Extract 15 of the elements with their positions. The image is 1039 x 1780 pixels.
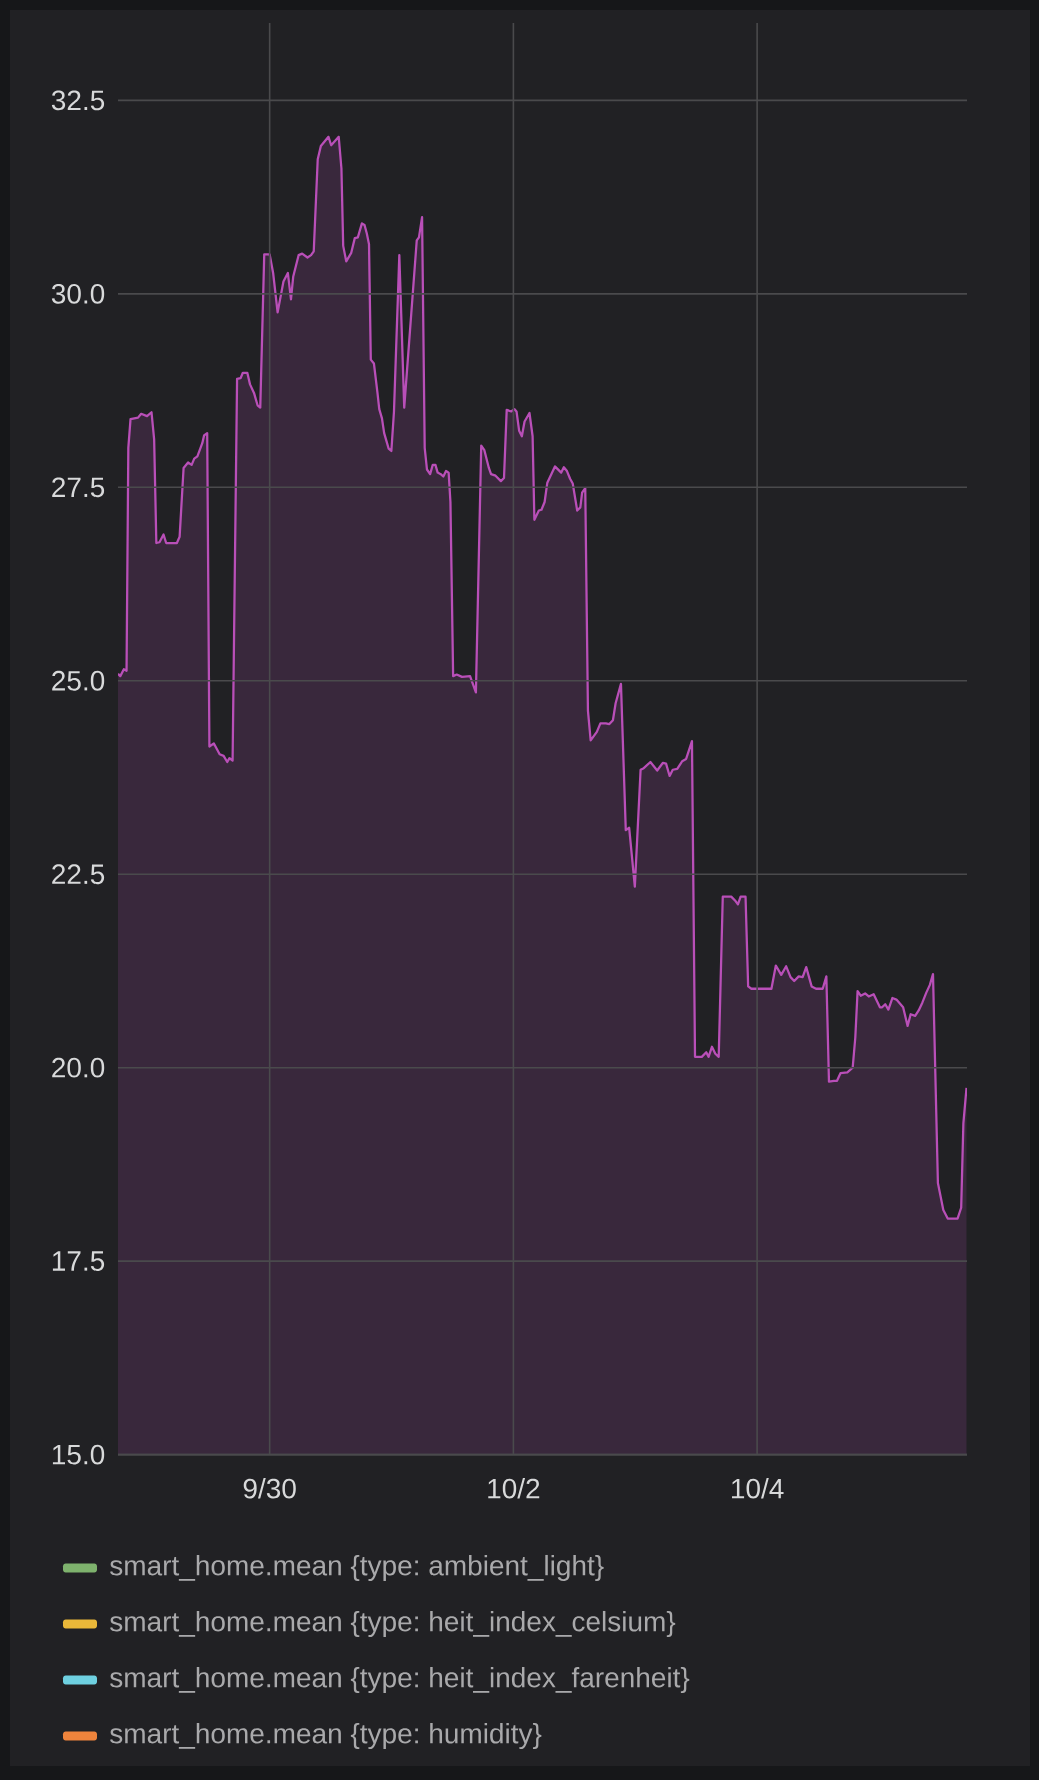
y-tick-label: 30.0 (51, 283, 105, 304)
y-tick-label: 25.0 (52, 670, 105, 691)
legend-label: smart_home.mean {type: humidity} (110, 1722, 542, 1750)
legend-label: smart_home.mean {type: heit_index_celsium} (110, 1610, 676, 1638)
y-tick-label: 15.0 (52, 1444, 105, 1465)
y-tick-label: 27.5 (52, 477, 105, 498)
y-tick-label: 20.0 (52, 1057, 105, 1078)
y-tick-label: 32.5 (51, 90, 105, 111)
x-tick-label: 10/4 (732, 1477, 784, 1499)
x-tick-label: 10/2 (488, 1477, 540, 1499)
y-tick-label: 17.5 (52, 1251, 105, 1271)
legend-label: smart_home.mean {type: heit_index_farenheit} (110, 1666, 690, 1694)
legend-label: smart_home.mean {type: ambient_light} (110, 1554, 604, 1582)
x-tick-label: 9/30 (243, 1477, 296, 1499)
y-tick-label: 22.5 (52, 864, 105, 885)
